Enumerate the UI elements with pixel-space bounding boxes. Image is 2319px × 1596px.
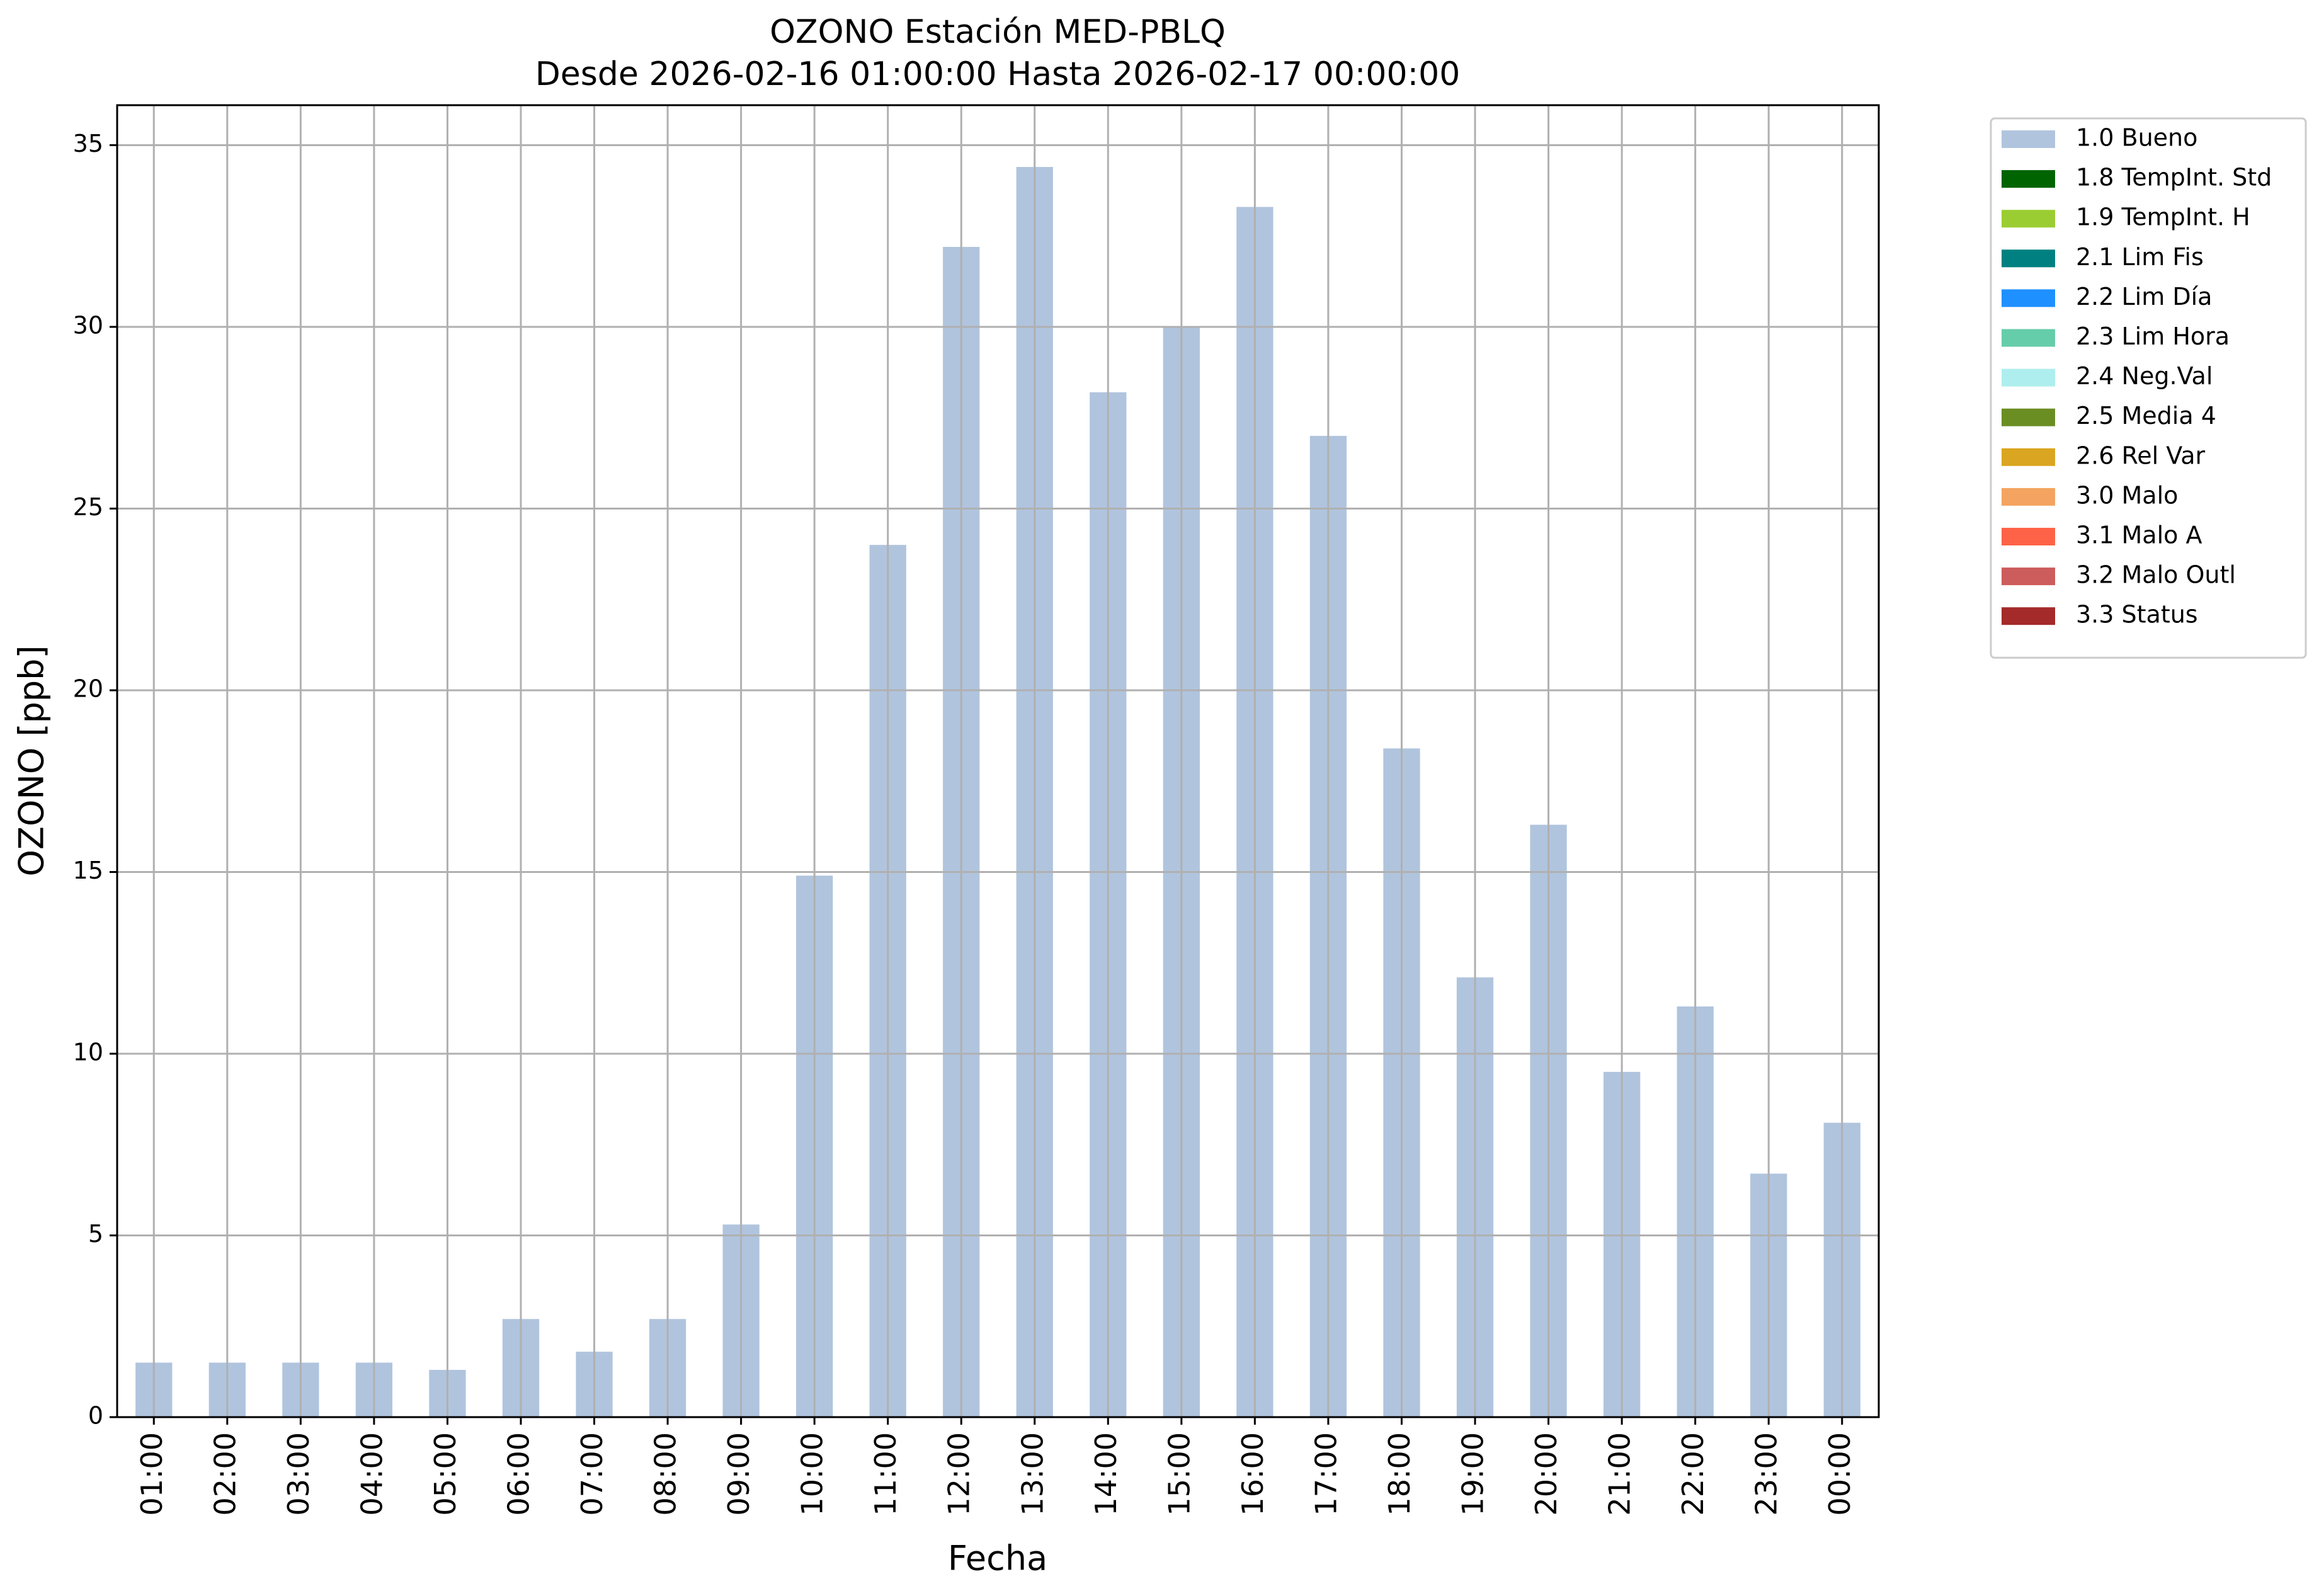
legend-box <box>1990 117 2307 659</box>
legend-swatch <box>2002 528 2055 545</box>
legend-label: 2.5 Media 4 <box>2076 402 2216 430</box>
legend-swatch <box>2002 170 2055 188</box>
x-tick-label: 15:00 <box>1162 1432 1196 1516</box>
x-tick-label: 14:00 <box>1089 1432 1123 1516</box>
legend-swatch <box>2002 249 2055 268</box>
y-tick-label: 35 <box>73 130 103 157</box>
legend-swatch <box>2002 448 2055 466</box>
x-tick-label: 20:00 <box>1529 1432 1563 1516</box>
y-tick-label: 30 <box>73 311 103 339</box>
legend-label: 1.8 TempInt. Std <box>2076 164 2272 191</box>
x-tick-label: 18:00 <box>1382 1432 1416 1516</box>
legend-swatch <box>2002 130 2055 148</box>
x-tick-label: 10:00 <box>795 1432 829 1516</box>
x-tick-label: 11:00 <box>869 1432 903 1516</box>
legend-label: 2.6 Rel Var <box>2076 442 2206 469</box>
y-tick-label: 20 <box>73 675 103 702</box>
legend-label: 1.9 TempInt. H <box>2076 203 2250 231</box>
legend-swatch <box>2002 607 2055 625</box>
y-tick-label: 25 <box>73 493 103 521</box>
x-axis-label: Fecha <box>948 1539 1047 1578</box>
x-tick-label: 17:00 <box>1309 1432 1343 1516</box>
x-tick-label: 03:00 <box>282 1432 316 1516</box>
legend-label: 2.1 Lim Fis <box>2076 243 2204 271</box>
legend-label: 3.3 Status <box>2076 601 2198 629</box>
legend-label: 1.0 Bueno <box>2076 124 2197 152</box>
legend-swatch <box>2002 289 2055 307</box>
y-tick-label: 15 <box>73 857 103 884</box>
x-tick-label: 04:00 <box>355 1432 389 1516</box>
legend-label: 3.2 Malo Outl <box>2076 561 2236 589</box>
x-tick-label: 02:00 <box>208 1432 242 1516</box>
legend-swatch <box>2002 368 2055 387</box>
legend-swatch <box>2002 210 2055 228</box>
x-tick-label: 07:00 <box>575 1432 609 1516</box>
x-tick-label: 05:00 <box>428 1432 462 1516</box>
x-tick-label: 16:00 <box>1236 1432 1270 1516</box>
chart-subtitle: Desde 2026-02-16 01:00:00 Hasta 2026-02-… <box>535 55 1461 93</box>
y-tick-label: 0 <box>88 1402 103 1430</box>
x-tick-label: 22:00 <box>1676 1432 1710 1516</box>
x-tick-label: 01:00 <box>135 1432 169 1516</box>
x-tick-label: 21:00 <box>1603 1432 1637 1516</box>
x-tick-label: 19:00 <box>1456 1432 1490 1516</box>
legend-label: 2.2 Lim Día <box>2076 283 2212 311</box>
y-tick-label: 5 <box>88 1220 103 1248</box>
x-tick-label: 23:00 <box>1750 1432 1784 1516</box>
legend-label: 3.0 Malo <box>2076 481 2178 509</box>
x-tick-label: 13:00 <box>1015 1432 1049 1516</box>
legend-swatch <box>2002 329 2055 347</box>
x-tick-label: 00:00 <box>1823 1432 1857 1516</box>
legend-label: 2.3 Lim Hora <box>2076 322 2230 350</box>
legend-swatch <box>2002 567 2055 586</box>
x-tick-label: 08:00 <box>649 1432 683 1516</box>
plot-frame <box>116 104 1880 1418</box>
legend-swatch <box>2002 487 2055 506</box>
y-axis-label: OZONO [ppb] <box>12 645 52 876</box>
y-tick-label: 10 <box>73 1038 103 1066</box>
legend-swatch <box>2002 408 2055 426</box>
x-tick-label: 09:00 <box>722 1432 756 1516</box>
x-tick-label: 12:00 <box>942 1432 976 1516</box>
legend-label: 3.1 Malo A <box>2076 522 2202 549</box>
x-tick-label: 06:00 <box>501 1432 535 1516</box>
chart-title: OZONO Estación MED-PBLQ <box>770 13 1226 51</box>
legend-label: 2.4 Neg.Val <box>2076 362 2213 390</box>
